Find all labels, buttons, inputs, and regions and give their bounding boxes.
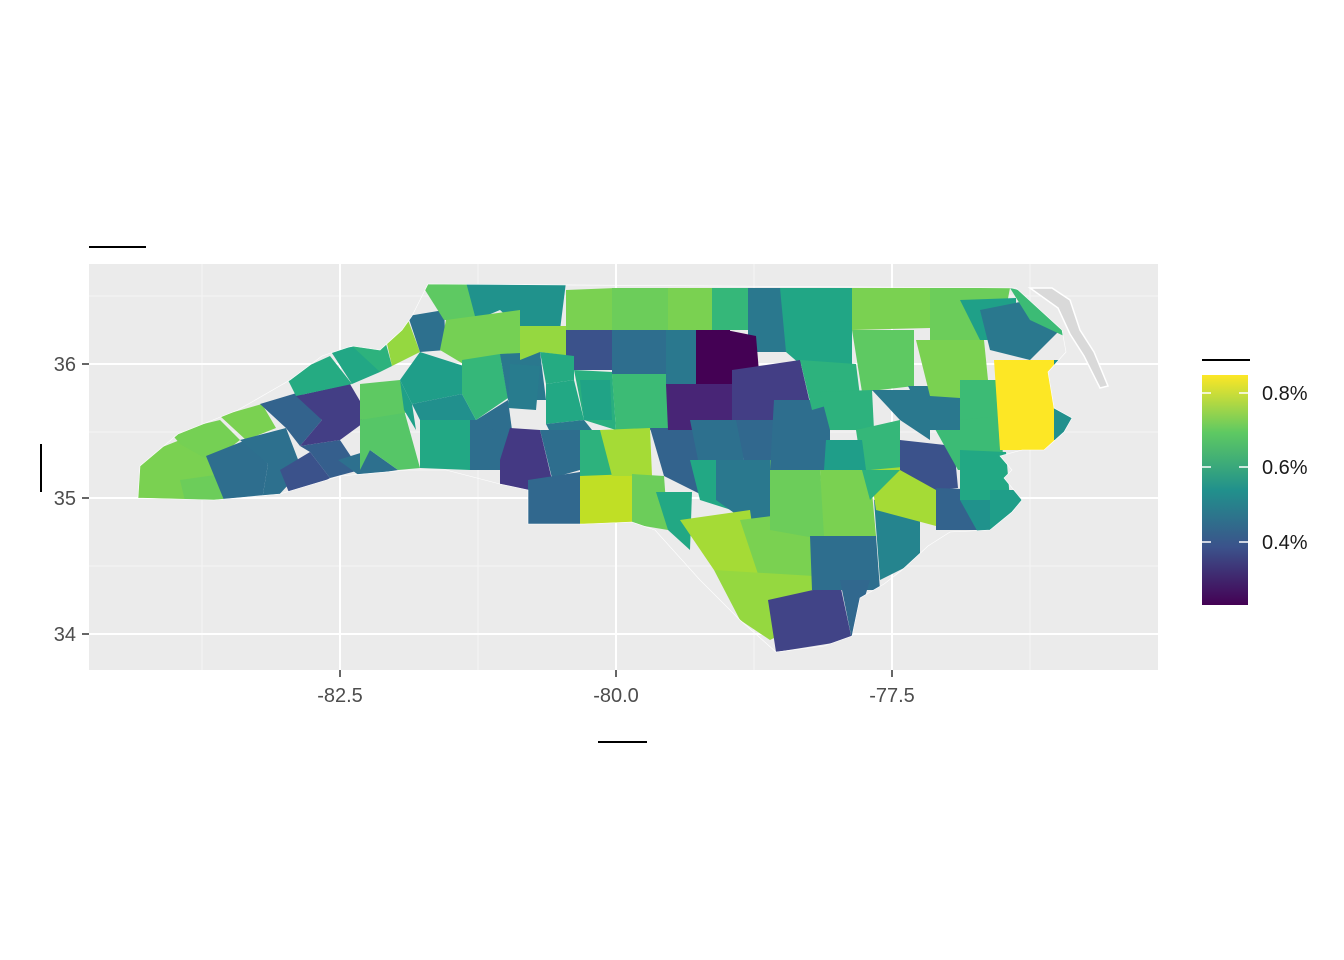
county-anson [580,474,632,526]
outer-banks-missing [1027,287,1110,389]
county-caswell [668,288,716,330]
legend-colorbar [1202,375,1248,605]
county-wilson [856,420,900,470]
legend: 0.8% 0.6% 0.4% [1202,375,1308,605]
county-watauga [408,310,446,352]
county-scotland [656,492,692,550]
county-ashe [420,284,476,320]
county-edgecombe [872,390,930,440]
county-montgomery [600,428,652,476]
county-rutherford [360,410,420,470]
legend-ticks [1202,392,1248,543]
y-tick-label: 35 [54,488,76,510]
county-polygons [138,284,1072,652]
county-cleveland [420,420,470,470]
county-guilford [612,330,672,374]
county-madison [286,356,352,396]
county-polk [338,450,398,476]
state-outline [137,283,1073,653]
county-iredell-2 [580,380,612,420]
county-onslow [874,500,920,580]
county-washington [960,380,1000,420]
county-halifax [852,330,914,392]
x-tick-label: -80.0 [593,685,639,707]
legend-tick-label: 0.4% [1262,532,1308,554]
county-granville [748,288,786,352]
county-surry [520,326,570,360]
y-tick-label: 34 [54,624,76,646]
county-randolph [612,374,672,430]
county-alexander [462,354,508,420]
county-lee [690,420,744,460]
county-buncombe [296,384,370,446]
county-brunswick [768,584,852,652]
county-sampson [770,460,826,540]
county-mcdowell [360,380,410,420]
county-stokes [566,288,616,330]
legend-tick-label: 0.8% [1262,383,1308,405]
y-axis-ticks [82,363,89,635]
county-swain [220,404,276,440]
county-cabarrus [540,430,580,478]
county-moore [650,428,700,494]
county-henderson [300,440,360,478]
county-warren [852,288,930,330]
county-duplin [820,470,876,536]
county-mitchell [352,344,392,372]
county-nash [820,390,874,430]
county-tyrrell [960,450,1010,500]
county-lincoln-2 [508,364,540,410]
county-vance [780,288,852,364]
outer-banks-strip [1027,287,1110,389]
county-chatham [666,384,736,430]
county-johnston [770,400,830,470]
county-transylvania [280,452,330,500]
county-orange [696,330,730,384]
county-union [528,472,580,526]
x-axis-ticks [339,670,893,677]
county-caldwell [400,352,470,404]
county-alleghany [466,284,566,330]
county-new-hanover [840,580,870,640]
county-burke [400,380,416,430]
x-tick-label: -82.5 [317,685,363,707]
county-pender [810,536,880,590]
county-richmond [632,474,668,530]
county-person [712,288,752,330]
county-macon [206,440,268,500]
county-yadkin [540,352,574,384]
county-robeson [680,510,760,580]
county-lenoir [862,470,900,500]
county-forsyth [566,330,612,370]
county-mecklenburg [500,428,552,494]
county-hyde [994,360,1062,450]
x-tick-label: -77.5 [869,685,915,707]
county-lincoln [476,400,512,440]
county-wilkes [440,310,520,368]
county-alamance [666,330,700,384]
legend-tick-label: 0.6% [1262,457,1308,479]
county-pitt [900,440,958,490]
county-davie [546,380,584,424]
county-cumberland [716,460,770,520]
county-rockingham [612,288,672,330]
county-clay [180,474,228,505]
county-catawba [412,394,476,420]
y-tick-label: 36 [54,354,76,376]
